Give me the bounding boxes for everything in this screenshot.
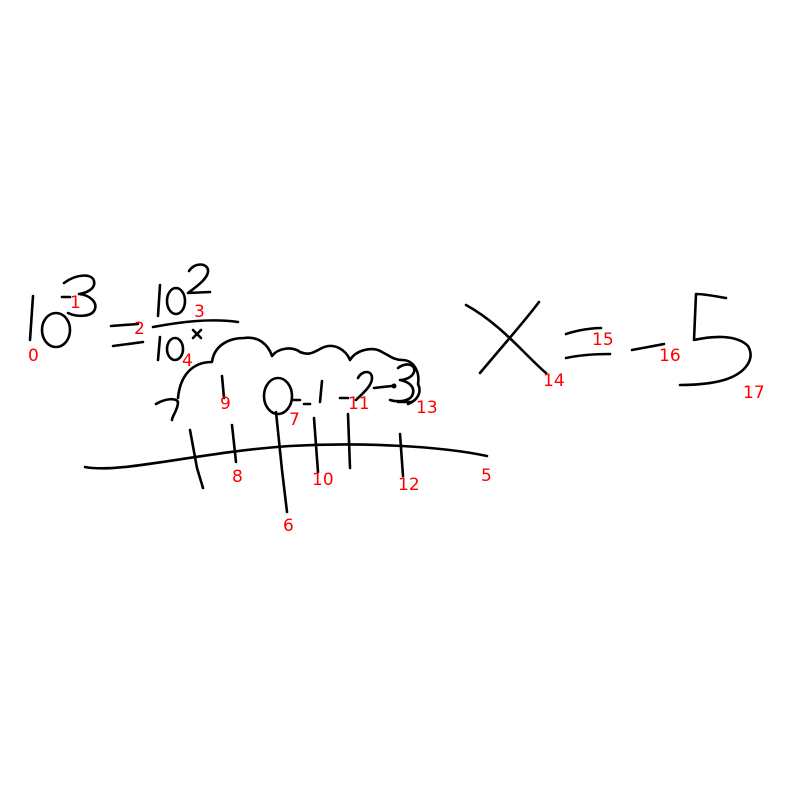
stroke-label-13: 13 [416,398,438,418]
stroke-13: 13 [388,363,438,418]
stroke-label-8: 8 [232,467,243,487]
stroke-3: 3 [151,263,240,329]
stroke-label-5: 5 [481,466,492,486]
stroke-7: 7 [289,398,302,430]
stroke-0: 0 [28,294,72,366]
stroke-2: 2 [109,319,145,348]
stroke-label-0: 0 [28,346,39,366]
stroke-label-14: 14 [543,371,565,391]
stroke-17: 17 [678,292,765,403]
stroke-6: 6 [262,376,294,536]
stroke-label-6: 6 [283,516,294,536]
stroke-16: 16 [630,342,681,366]
stroke-label-3: 3 [194,302,205,322]
stroke-12: 12 [346,412,420,495]
stroke-label-2: 2 [134,319,145,339]
stroke-label-10: 10 [312,470,334,490]
stroke-1: 1 [60,274,97,318]
stroke-4: 4 [156,328,203,371]
stroke-15: 15 [564,326,614,360]
stroke-label-9: 9 [220,394,231,414]
stroke-label-12: 12 [398,475,420,495]
dot-mark [391,383,397,389]
stroke-label-7: 7 [289,410,300,430]
stroke-label-1: 1 [70,293,81,313]
stroke-9: 9 [154,336,421,422]
stroke-11: 11 [338,370,397,414]
stroke-label-15: 15 [592,330,614,350]
stroke-label-4: 4 [182,351,193,371]
stroke-5: 5 [83,443,492,486]
stroke-label-11: 11 [348,394,370,414]
stroke-8: 8 [188,423,243,490]
stroke-label-17: 17 [743,383,765,403]
stroke-10: 10 [302,379,334,490]
stroke-label-16: 16 [659,346,681,366]
stroke-14: 14 [464,300,565,391]
